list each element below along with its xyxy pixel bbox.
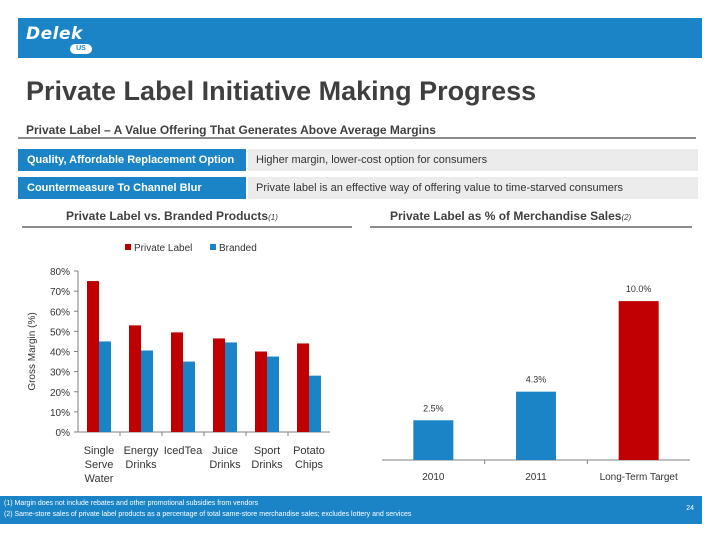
y-tick-label: 20% — [50, 388, 70, 399]
logo-badge: US — [70, 44, 92, 54]
data-label: 4.3% — [526, 375, 547, 385]
x-tick-label: Drinks — [251, 459, 283, 471]
bar-private-label — [213, 338, 225, 432]
bar-merchandise-share — [413, 420, 454, 460]
x-tick-label: 2011 — [525, 472, 547, 483]
x-tick-label: Sport — [254, 445, 280, 457]
bar-private-label — [297, 343, 309, 432]
x-tick-label: Juice — [212, 445, 238, 457]
x-tick-label: Serve — [85, 459, 114, 471]
bar-branded — [141, 350, 153, 432]
legend-label: Private Label — [134, 243, 192, 254]
feature-row: Countermeasure To Channel Blur Private l… — [18, 177, 698, 199]
y-tick-label: 80% — [50, 267, 70, 278]
header-bar: Delek US — [18, 18, 702, 58]
feature-text: Higher margin, lower-cost option for con… — [248, 149, 698, 171]
y-tick-label: 60% — [50, 307, 70, 318]
bar-branded — [225, 342, 237, 432]
y-tick-label: 40% — [50, 348, 70, 359]
bar-branded — [99, 341, 111, 432]
bar-merchandise-share — [516, 391, 556, 460]
y-tick-label: 50% — [50, 327, 70, 338]
bar-branded — [267, 356, 279, 432]
bar-private-label — [129, 325, 141, 432]
y-axis-label: Gross Margin (%) — [27, 312, 38, 390]
x-tick-label: Potato — [293, 445, 325, 457]
legend-label: Branded — [219, 243, 257, 254]
x-tick-label: Water — [85, 473, 114, 485]
right-chart-title: Private Label as % of Merchandise Sales(… — [390, 209, 632, 223]
x-tick-label: Drinks — [125, 459, 157, 471]
bar-private-label — [255, 351, 267, 432]
footer-bar: (1) Margin does not include rebates and … — [0, 496, 702, 524]
right-chart-title-rule — [370, 226, 692, 228]
bar-branded — [309, 375, 321, 432]
company-logo: Delek — [26, 24, 83, 44]
subtitle-divider — [18, 137, 696, 139]
feature-label: Countermeasure To Channel Blur — [18, 177, 246, 199]
legend-swatch — [210, 244, 216, 250]
y-tick-label: 30% — [50, 368, 70, 379]
left-chart-title: Private Label vs. Branded Products(1) — [66, 209, 278, 223]
left-chart-title-rule — [22, 226, 352, 228]
page-number: 24 — [686, 505, 694, 512]
feature-row: Quality, Affordable Replacement Option H… — [18, 149, 698, 171]
feature-text: Private label is an effective way of off… — [248, 177, 698, 199]
bar-private-label — [87, 281, 99, 432]
page-subtitle: Private Label – A Value Offering That Ge… — [26, 123, 436, 137]
x-tick-label: Long-Term Target — [600, 472, 678, 483]
x-tick-label: Chips — [295, 459, 324, 471]
x-tick-label: Drinks — [209, 459, 241, 471]
page-title: Private Label Initiative Making Progress — [26, 76, 537, 106]
y-tick-label: 10% — [50, 408, 70, 419]
x-tick-label: Energy — [124, 445, 159, 457]
bar-branded — [183, 361, 195, 432]
footnote: (1) Margin does not include rebates and … — [4, 500, 259, 507]
legend-swatch — [125, 244, 131, 250]
x-tick-label: 2010 — [422, 472, 445, 483]
bar-merchandise-share — [618, 301, 659, 460]
x-tick-label: Single — [84, 445, 115, 457]
y-tick-label: 0% — [56, 428, 71, 439]
bar-private-label — [171, 332, 183, 432]
data-label: 2.5% — [423, 403, 444, 413]
data-label: 10.0% — [626, 284, 652, 294]
footnote: (2) Same-store sales of private label pr… — [4, 511, 412, 518]
feature-label: Quality, Affordable Replacement Option — [18, 149, 246, 171]
x-tick-label: IcedTea — [164, 445, 203, 457]
y-tick-label: 70% — [50, 287, 70, 298]
